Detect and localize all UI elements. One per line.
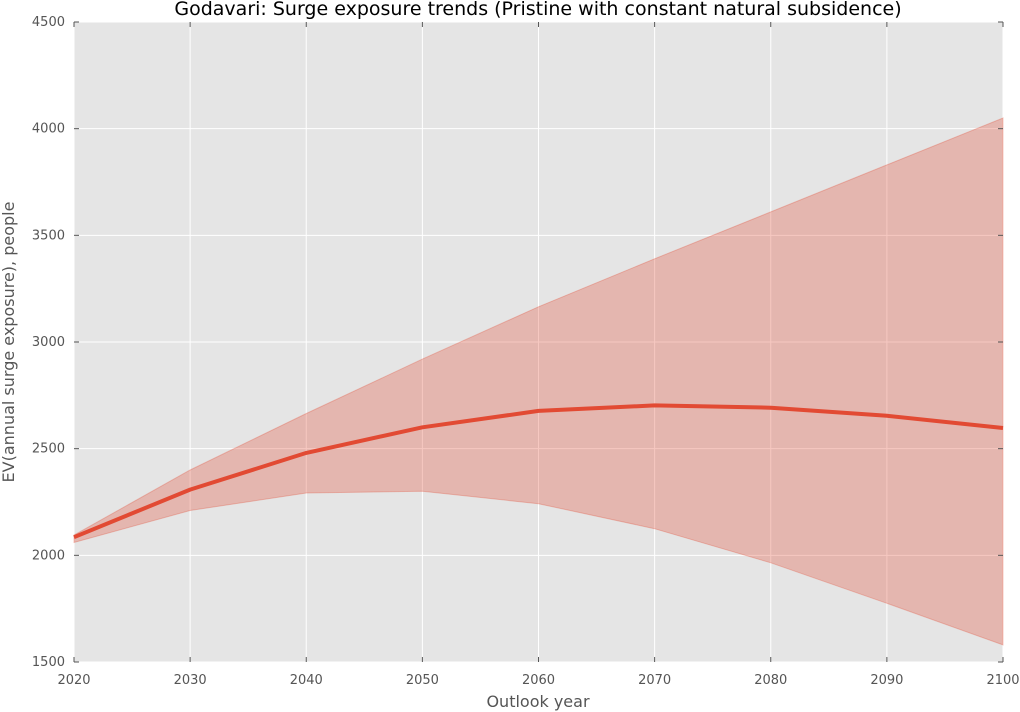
y-tick-label: 3000 <box>32 335 65 350</box>
x-tick-labels: 2020 2030 2040 2050 2060 2070 2080 2090 2100 <box>57 673 1019 688</box>
x-axis-label: Outlook year <box>486 692 590 711</box>
x-tick-label: 2080 <box>754 673 787 688</box>
x-tick-label: 2060 <box>522 673 555 688</box>
series-line <box>73 403 1004 540</box>
x-tick-label: 2090 <box>870 673 903 688</box>
y-tick-labels: 1500 2000 2500 3000 3500 4000 4500 <box>32 15 65 670</box>
x-tick-label: 2050 <box>406 673 439 688</box>
x-tick-label: 2030 <box>174 673 207 688</box>
y-tick-label: 2000 <box>32 548 65 563</box>
y-tick-label: 2500 <box>32 442 65 457</box>
y-tick-label: 4000 <box>32 122 65 137</box>
x-tick-label: 2100 <box>986 673 1019 688</box>
x-tick-label: 2020 <box>57 673 90 688</box>
x-tick-label: 2070 <box>638 673 671 688</box>
chart-title: Godavari: Surge exposure trends (Pristin… <box>174 0 901 20</box>
axis-ticks <box>73 21 1004 663</box>
confidence-band <box>73 117 1004 646</box>
y-tick-label: 4500 <box>32 15 65 30</box>
y-tick-label: 3500 <box>32 228 65 243</box>
y-tick-label: 1500 <box>32 655 65 670</box>
y-axis-label: EV(annual surge exposure), people <box>0 202 18 483</box>
x-tick-label: 2040 <box>290 673 323 688</box>
